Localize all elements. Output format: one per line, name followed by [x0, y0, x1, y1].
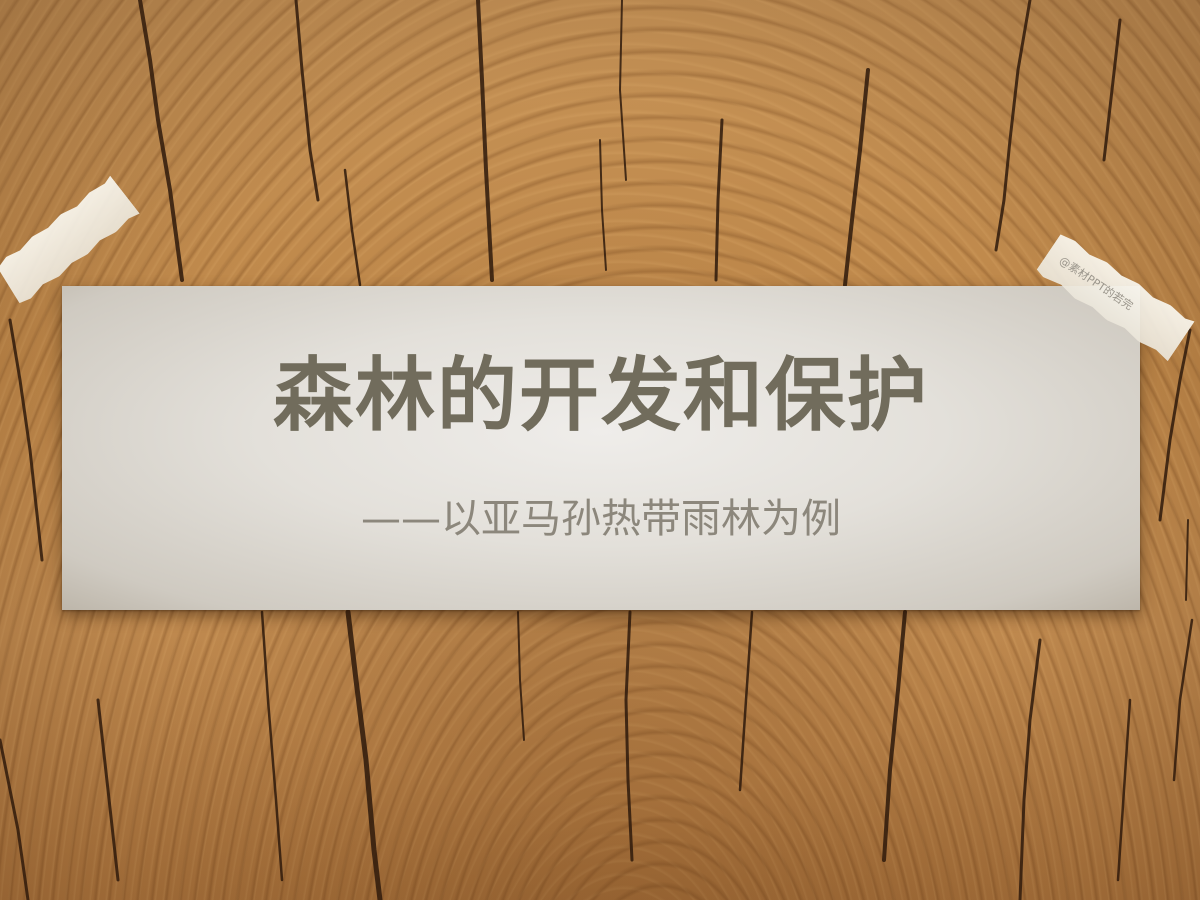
slide-subtitle: ——以亚马孙热带雨林为例 — [361, 496, 841, 542]
slide-title: 森林的开发和保护 — [273, 349, 929, 442]
title-paper-card: 森林的开发和保护 ——以亚马孙热带雨林为例 — [62, 286, 1140, 610]
